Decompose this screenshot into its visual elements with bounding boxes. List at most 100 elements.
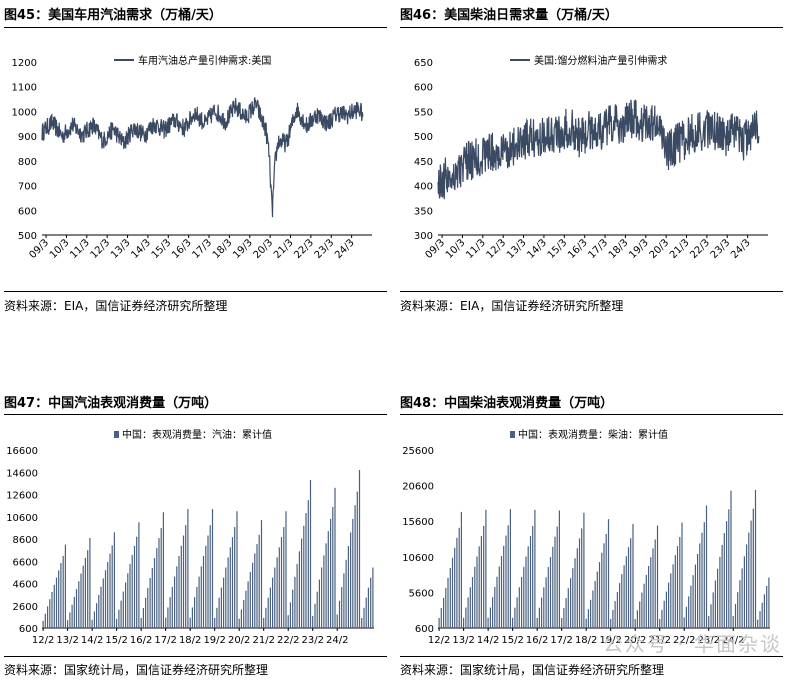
bar <box>447 577 449 628</box>
chart-source: 资料来源：国家统计局，国信证券经济研究所整理 <box>4 663 269 677</box>
bar <box>679 537 681 628</box>
bar <box>102 578 104 628</box>
bar <box>107 561 109 628</box>
chart-title: 图46：美国柴油日需求量（万桶/天） <box>400 8 618 23</box>
bar <box>283 527 285 628</box>
bar <box>96 603 98 628</box>
x-tick-label: 22/3 <box>292 237 316 261</box>
bar <box>627 547 630 628</box>
bar <box>205 545 207 628</box>
bar <box>176 566 178 628</box>
bar <box>509 509 511 628</box>
bar <box>603 543 605 628</box>
bar <box>598 562 601 628</box>
bar <box>127 573 129 628</box>
bar <box>752 508 754 628</box>
bar <box>55 577 58 628</box>
bar <box>723 533 725 628</box>
bar <box>732 616 734 628</box>
source-rule <box>4 291 387 292</box>
bar <box>523 566 525 628</box>
x-tick-label: 23/2 <box>301 635 323 646</box>
bar <box>149 578 151 628</box>
bar <box>585 618 587 628</box>
bar <box>80 573 82 628</box>
x-tick-label: 22/3 <box>688 237 712 261</box>
bar <box>659 618 661 628</box>
x-tick-label: 20/3 <box>252 237 276 261</box>
bar <box>610 619 612 628</box>
bar <box>719 556 721 628</box>
bar <box>494 586 496 628</box>
bar <box>133 545 136 628</box>
x-tick-label: 18/2 <box>575 635 597 646</box>
bar <box>483 525 485 628</box>
bar <box>280 537 283 628</box>
bar <box>142 608 144 628</box>
bar <box>125 582 127 628</box>
source-rule <box>400 656 783 657</box>
bar <box>543 587 545 628</box>
bar <box>476 556 478 628</box>
x-tick-label: 17/3 <box>586 237 610 261</box>
y-tick-label: 1100 <box>12 83 37 94</box>
x-tick-label: 17/2 <box>154 635 176 646</box>
bar <box>332 506 334 628</box>
bar <box>194 597 196 628</box>
bar <box>330 519 332 628</box>
bar <box>449 567 451 628</box>
x-tick-label: 14/2 <box>477 635 499 646</box>
bar <box>151 568 153 628</box>
bar <box>570 578 572 628</box>
bar <box>323 555 325 628</box>
bar <box>471 577 474 628</box>
bar <box>372 567 374 628</box>
y-tick-label: 8600 <box>13 535 38 546</box>
x-tick-label: 18/3 <box>607 237 631 261</box>
bar <box>258 534 260 628</box>
y-tick-label: 300 <box>414 231 433 242</box>
bar <box>162 512 164 628</box>
source-rule <box>4 656 387 657</box>
y-tick-label: 10600 <box>402 553 434 564</box>
bar <box>726 521 728 628</box>
bar <box>710 604 712 628</box>
bar <box>596 571 598 628</box>
x-tick-label: 11/3 <box>464 237 488 261</box>
bar <box>643 583 645 628</box>
bar <box>236 511 238 628</box>
bar <box>496 576 498 628</box>
bar <box>129 564 131 628</box>
bar <box>652 548 654 628</box>
bar <box>701 532 703 628</box>
bar <box>156 548 158 628</box>
bar <box>492 597 494 628</box>
y-tick-label: 16600 <box>6 446 38 457</box>
bar <box>327 531 329 628</box>
y-tick-label: 600 <box>18 206 37 217</box>
bar <box>717 568 719 628</box>
bar <box>672 564 674 628</box>
bar <box>516 597 518 628</box>
bar <box>503 545 505 628</box>
bar <box>578 538 581 628</box>
bar <box>75 589 78 628</box>
bar <box>202 556 205 628</box>
bar <box>169 597 171 628</box>
bar <box>761 602 763 628</box>
bar <box>699 543 701 628</box>
bar <box>200 566 202 628</box>
chart-source: 资料来源：EIA，国信证券经济研究所整理 <box>400 299 624 313</box>
bar <box>71 604 73 628</box>
bar <box>131 555 133 628</box>
bar <box>665 591 667 628</box>
bar <box>44 613 46 628</box>
bar <box>757 619 759 628</box>
bar <box>676 546 679 628</box>
bar <box>294 576 296 628</box>
bar <box>663 600 665 628</box>
y-tick-label: 2600 <box>13 602 38 613</box>
bar <box>616 592 618 628</box>
bar <box>536 617 538 628</box>
y-tick-label: 800 <box>18 157 37 168</box>
